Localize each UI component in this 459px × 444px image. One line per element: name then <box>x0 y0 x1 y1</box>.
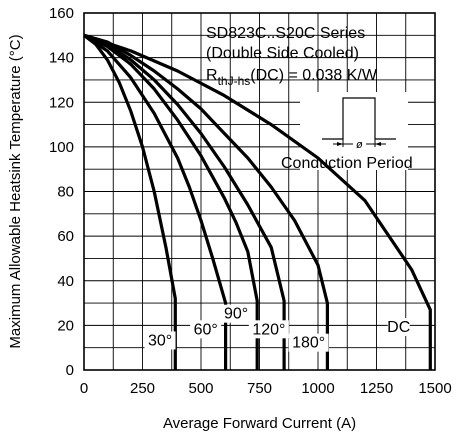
y-tick-label: 60 <box>57 228 74 245</box>
y-tick-label: 100 <box>49 139 74 156</box>
curve-label: 30° <box>148 332 172 349</box>
x-tick-label: 0 <box>80 380 88 397</box>
dimension-arrow-right <box>375 142 381 146</box>
curve-label-background <box>387 318 410 337</box>
y-tick-label: 140 <box>49 50 74 67</box>
curve-layer <box>83 33 432 370</box>
x-tick-label: 1000 <box>301 380 334 397</box>
curve-90deg <box>83 33 259 370</box>
curve-label: 90° <box>224 306 248 323</box>
tick-label-layer: 0 250 500 750 1000 1250 1500 0 20 40 60 80 100 120 140… <box>49 5 452 397</box>
x-axis-title: Average Forward Current (A) <box>163 415 356 432</box>
x-tick-label: 1250 <box>360 380 393 397</box>
x-tick-label: 1500 <box>418 380 451 397</box>
rth-symbol: R <box>206 67 218 84</box>
curve-label-background <box>144 331 176 350</box>
curve-label-background <box>190 320 222 339</box>
conduction-period-label: Conduction Period <box>281 155 413 172</box>
curve-60deg <box>83 33 228 370</box>
curve-120deg <box>83 33 286 370</box>
conduction-waveform <box>322 97 396 140</box>
annotation-series-name: SD823C..S20C Series <box>206 25 365 42</box>
curve-label-background <box>288 333 329 352</box>
rth-value: (DC) = 0.038 K/W <box>250 67 378 84</box>
annotation-thermal-resistance: RthJ-hs(DC) = 0.038 K/W <box>206 67 378 88</box>
annotation-layer: SD823C..S20C Series (Double Side Cooled)… <box>206 25 413 172</box>
plot-frame <box>83 12 436 371</box>
rth-subscript: thJ-hs <box>218 74 251 88</box>
x-tick-label: 750 <box>247 380 272 397</box>
curve-label-layer: 30° 60° 90°120° 180° DC <box>144 304 410 352</box>
y-tick-label: 160 <box>49 5 74 22</box>
y-tick-label: 0 <box>66 362 74 379</box>
conduction-angle-symbol: ø <box>356 139 363 151</box>
curve-label: 180° <box>292 335 325 352</box>
y-tick-label: 120 <box>49 94 74 111</box>
y-tick-label: 40 <box>57 273 74 290</box>
curve-label-background <box>248 320 289 339</box>
curve-180deg <box>83 33 329 370</box>
x-tick-label: 500 <box>188 380 213 397</box>
curve-label-background <box>220 304 252 323</box>
curve-30deg <box>83 34 177 370</box>
curve-label: 60° <box>194 321 218 338</box>
y-tick-label: 80 <box>57 184 74 201</box>
y-axis-title: Maximum Allowable Heatsink Temperature (… <box>7 34 24 348</box>
curve-label: DC <box>387 319 410 336</box>
y-tick-label: 20 <box>57 317 74 334</box>
curve-dc <box>83 33 432 370</box>
curve-label: 120° <box>252 321 285 338</box>
dimension-arrow-left <box>337 142 343 146</box>
x-tick-label: 250 <box>130 380 155 397</box>
annotation-cooling-mode: (Double Side Cooled) <box>206 45 359 62</box>
